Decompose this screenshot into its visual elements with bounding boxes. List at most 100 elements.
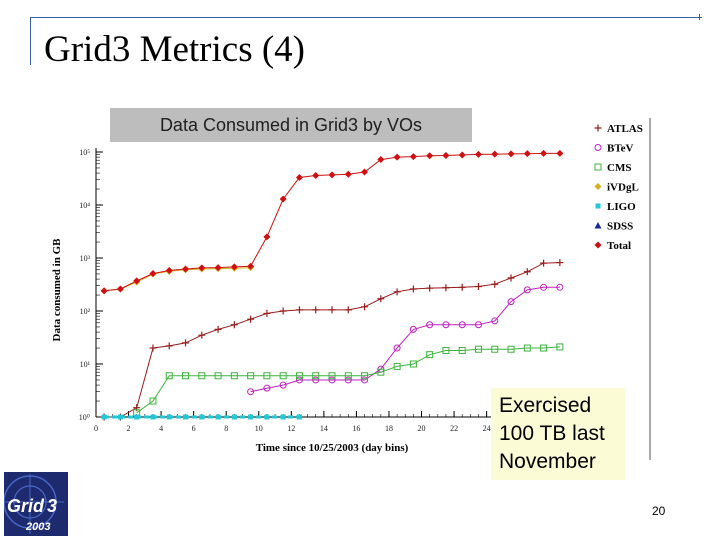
data-point-atlas bbox=[214, 325, 222, 333]
data-point-cms bbox=[312, 372, 320, 380]
data-point-ligo bbox=[296, 414, 302, 420]
data-point-total bbox=[295, 174, 303, 182]
data-point-ligo bbox=[183, 414, 189, 420]
callout-line-1: Exercised bbox=[499, 394, 592, 417]
data-point-btev bbox=[361, 376, 369, 384]
legend-marker-total bbox=[594, 241, 602, 249]
data-point-cms bbox=[279, 372, 287, 380]
page-number: 20 bbox=[652, 504, 666, 518]
data-point-atlas bbox=[474, 282, 482, 290]
legend-label-sdss: SDSS bbox=[607, 221, 633, 233]
data-point-btev bbox=[491, 317, 499, 325]
svg-text:Grid: Grid bbox=[7, 496, 45, 516]
data-point-atlas bbox=[165, 342, 173, 350]
data-point-ligo bbox=[134, 414, 140, 420]
data-point-btev bbox=[295, 376, 303, 384]
data-point-total bbox=[474, 150, 482, 158]
data-point-cms bbox=[491, 345, 499, 353]
data-point-atlas bbox=[458, 283, 466, 291]
data-point-atlas bbox=[328, 306, 336, 314]
series-total bbox=[100, 149, 564, 295]
callout-line-2: 100 TB last bbox=[499, 422, 605, 445]
data-point-atlas bbox=[491, 280, 499, 288]
data-point-atlas bbox=[182, 339, 190, 347]
data-point-ligo bbox=[215, 414, 221, 420]
x-tick-label-10: 10 bbox=[255, 424, 263, 433]
data-point-cms bbox=[458, 346, 466, 354]
x-tick-label-24: 24 bbox=[483, 424, 491, 433]
data-point-total bbox=[377, 156, 385, 164]
chart-title: Data Consumed in Grid3 by VOs bbox=[110, 108, 472, 142]
data-point-atlas bbox=[230, 321, 238, 329]
data-point-cms bbox=[540, 344, 548, 352]
data-point-total bbox=[230, 263, 238, 271]
data-point-btev bbox=[263, 384, 271, 392]
data-point-btev bbox=[458, 321, 466, 329]
x-tick-label-8: 8 bbox=[224, 424, 228, 433]
data-point-ligo bbox=[199, 414, 205, 420]
x-axis-label: Time since 10/25/2003 (day bins) bbox=[256, 442, 409, 454]
data-point-atlas bbox=[279, 307, 287, 315]
legend-label-cms: CMS bbox=[607, 162, 631, 174]
annotation-callout: Exercised 100 TB last November bbox=[491, 388, 625, 480]
data-point-atlas bbox=[540, 259, 548, 267]
y-tick-label-3: 10³ bbox=[80, 254, 91, 263]
data-point-total bbox=[458, 151, 466, 159]
x-tick-label-12: 12 bbox=[287, 424, 295, 433]
data-point-btev bbox=[393, 344, 401, 352]
x-tick-label-18: 18 bbox=[385, 424, 393, 433]
data-point-total bbox=[426, 152, 434, 160]
y-axis-label: Data consumed in GB bbox=[51, 238, 63, 342]
legend: ATLAS BTeV CMS iVDgL LIGO SDSS Total bbox=[594, 118, 651, 460]
x-tick-label-4: 4 bbox=[159, 424, 163, 433]
legend-marker-sdss bbox=[594, 222, 602, 229]
y-tick-label-5: 10⁵ bbox=[79, 148, 90, 157]
data-point-total bbox=[523, 150, 531, 158]
x-tick-label-14: 14 bbox=[320, 424, 328, 433]
series-ivdgl bbox=[100, 264, 255, 295]
data-point-atlas bbox=[426, 284, 434, 292]
frame-top-rule bbox=[30, 17, 702, 18]
data-point-ligo bbox=[117, 414, 123, 420]
data-point-cms bbox=[393, 362, 401, 370]
data-point-atlas bbox=[361, 303, 369, 311]
data-point-ligo bbox=[150, 414, 156, 420]
data-point-total bbox=[133, 277, 141, 285]
data-point-cms bbox=[507, 345, 515, 353]
series-line-cms bbox=[136, 346, 560, 414]
data-point-total bbox=[409, 153, 417, 161]
data-point-ligo bbox=[248, 414, 254, 420]
data-point-total bbox=[165, 267, 173, 275]
data-point-cms bbox=[165, 372, 173, 380]
data-point-cms bbox=[409, 360, 417, 368]
series-line-ivdgl bbox=[104, 267, 251, 292]
data-point-cms bbox=[198, 372, 206, 380]
data-point-cms bbox=[149, 397, 157, 405]
y-tick-label-4: 10⁴ bbox=[79, 201, 90, 210]
data-point-total bbox=[279, 195, 287, 203]
data-point-btev bbox=[523, 286, 531, 294]
data-point-total bbox=[100, 287, 108, 295]
data-point-atlas bbox=[393, 288, 401, 296]
legend-marker-atlas bbox=[594, 124, 602, 132]
data-point-cms bbox=[230, 372, 238, 380]
legend-marker-ligo bbox=[595, 203, 601, 209]
y-tick-label-0: 10⁰ bbox=[79, 413, 90, 422]
data-point-atlas bbox=[409, 285, 417, 293]
legend-label-total: Total bbox=[607, 240, 631, 252]
data-point-ligo bbox=[264, 414, 270, 420]
data-point-total bbox=[556, 149, 564, 157]
legend-marker-btev bbox=[594, 144, 602, 151]
data-point-total bbox=[393, 153, 401, 161]
data-point-atlas bbox=[263, 309, 271, 317]
legend-marker-cms bbox=[594, 163, 602, 171]
legend-label-ivdgl: iVDgL bbox=[607, 182, 639, 194]
svg-text:3: 3 bbox=[47, 496, 57, 516]
legend-label-atlas: ATLAS bbox=[607, 123, 643, 135]
data-point-atlas bbox=[198, 331, 206, 339]
data-point-total bbox=[198, 264, 206, 272]
data-point-total bbox=[507, 150, 515, 158]
data-point-atlas bbox=[312, 306, 320, 314]
